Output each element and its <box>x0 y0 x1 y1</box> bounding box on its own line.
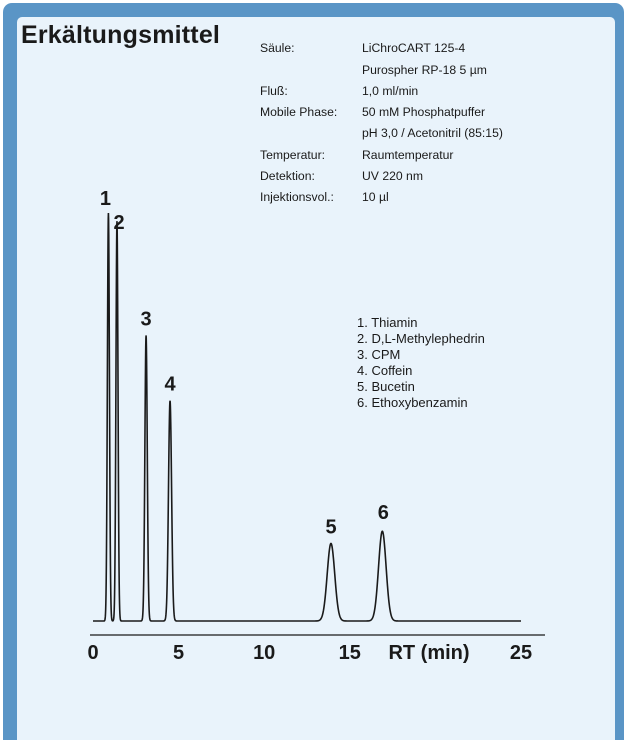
condition-label: Fluß: <box>260 84 288 98</box>
peak-label: 4 <box>164 374 176 396</box>
condition-label: Detektion: <box>260 169 315 183</box>
condition-label: Säule: <box>260 41 295 55</box>
x-axis-label: RT (min) <box>388 642 469 664</box>
peak-label: 2 <box>113 212 124 234</box>
chromatogram-trace <box>93 212 521 622</box>
legend-item: 2. D,L-Methylephedrin <box>357 331 485 346</box>
condition-label: Injektionsvol.: <box>260 190 334 204</box>
frame: Erkältungsmittel Säule: LiChroCART 125-4… <box>3 3 624 740</box>
condition-value: 10 µl <box>362 190 389 204</box>
condition-value: LiChroCART 125-4 <box>362 41 466 55</box>
page-title: Erkältungsmittel <box>21 21 221 49</box>
condition-value: 1,0 ml/min <box>362 84 419 98</box>
legend-item: 4. Coffein <box>357 363 413 378</box>
condition-value: Purospher RP-18 5 µm <box>362 63 487 77</box>
condition-value: 50 mM Phosphatpuffer <box>362 105 486 119</box>
legend-item: 6. Ethoxybenzamin <box>357 395 468 410</box>
legend-item: 3. CPM <box>357 347 401 362</box>
condition-value: Raumtemperatur <box>362 148 454 162</box>
x-tick-label: 15 <box>339 642 361 664</box>
condition-label: Temperatur: <box>260 148 326 162</box>
peak-label: 3 <box>141 308 152 330</box>
application-panel: Erkältungsmittel Säule: LiChroCART 125-4… <box>17 17 615 740</box>
condition-value: pH 3,0 / Acetonitril (85:15) <box>362 126 503 140</box>
peak-label: 5 <box>325 517 336 539</box>
x-tick-label: 10 <box>253 642 275 664</box>
peak-label: 1 <box>100 188 111 210</box>
chromatogram-chart: 12 3 4 5 6 0 5 10 15 25 RT (min) <box>87 188 545 664</box>
condition-value: UV 220 nm <box>362 169 423 183</box>
x-tick-label: 5 <box>173 642 184 664</box>
legend-item: 1. Thiamin <box>357 315 418 330</box>
x-tick-label: 0 <box>87 642 98 664</box>
condition-label: Mobile Phase: <box>260 105 338 119</box>
peak-label: 6 <box>378 502 389 524</box>
x-tick-label: 25 <box>510 642 532 664</box>
legend-item: 5. Bucetin <box>357 379 415 394</box>
